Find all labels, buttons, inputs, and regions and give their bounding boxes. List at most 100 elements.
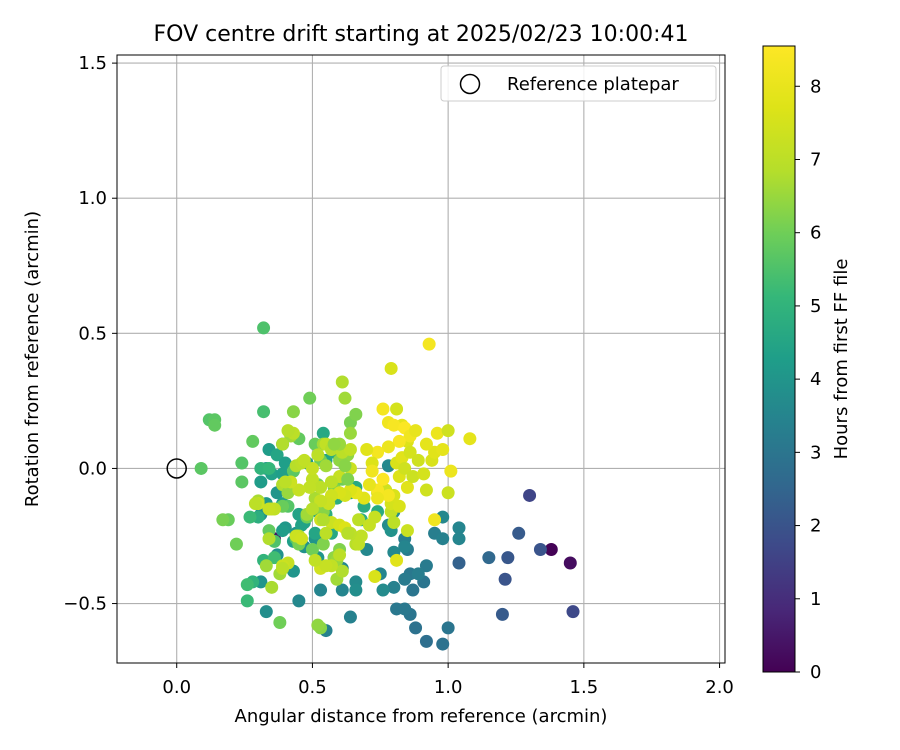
x-axis-label: Angular distance from reference (arcmin) — [235, 706, 608, 727]
scatter-point — [314, 494, 328, 508]
colorbar-tick-label: 2 — [810, 516, 821, 537]
scatter-point — [368, 510, 382, 524]
scatter-point — [314, 480, 328, 494]
x-tick-label: 1.0 — [434, 677, 463, 698]
colorbar-tick-label: 1 — [810, 589, 821, 610]
scatter-point — [512, 526, 526, 540]
scatter-point — [341, 472, 355, 486]
scatter-point — [262, 461, 276, 475]
scatter-point — [392, 499, 406, 513]
scatter-point — [303, 391, 317, 405]
scatter-point — [216, 513, 230, 527]
scatter-point — [498, 572, 512, 586]
scatter-point — [463, 432, 477, 446]
scatter-point — [349, 583, 363, 597]
legend-label: Reference platepar — [507, 74, 679, 95]
scatter-point — [262, 532, 276, 546]
scatter-point — [398, 461, 412, 475]
scatter-point — [419, 483, 433, 497]
x-tick-label: 1.5 — [570, 677, 599, 698]
scatter-point — [343, 443, 357, 457]
scatter-point — [403, 445, 417, 459]
plot-frame — [116, 54, 726, 664]
scatter-points — [194, 321, 580, 651]
scatter-point — [566, 605, 580, 619]
scatter-point — [400, 524, 414, 538]
scatter-point — [501, 551, 515, 565]
colorbar-tick-label: 3 — [810, 442, 821, 463]
scatter-point — [194, 461, 208, 475]
scatter-point — [278, 475, 292, 489]
scatter-point — [406, 583, 420, 597]
scatter-point — [390, 402, 404, 416]
y-tick-label: 0.5 — [78, 323, 107, 344]
scatter-point — [257, 405, 271, 419]
chart-title: FOV centre drift starting at 2025/02/23 … — [154, 22, 689, 47]
scatter-point — [352, 537, 366, 551]
scatter-point — [259, 559, 273, 573]
x-tick-label: 0.5 — [298, 677, 327, 698]
scatter-point — [368, 570, 382, 584]
colorbar-tick-label: 7 — [810, 149, 821, 170]
colorbar-tick-label: 6 — [810, 223, 821, 244]
scatter-point — [436, 532, 450, 546]
colorbar — [762, 45, 796, 673]
scatter-point — [229, 537, 243, 551]
scatter-point — [259, 605, 273, 619]
scatter-point — [409, 621, 423, 635]
scatter-point — [398, 602, 412, 616]
x-tick-label: 2.0 — [705, 677, 734, 698]
scatter-point — [343, 610, 357, 624]
scatter-point — [365, 464, 379, 478]
scatter-point — [335, 375, 349, 389]
scatter-point — [533, 543, 547, 557]
scatter-point — [343, 426, 357, 440]
scatter-point — [400, 480, 414, 494]
scatter-point — [387, 515, 401, 529]
scatter-point — [273, 615, 287, 629]
scatter-point — [292, 483, 306, 497]
scatter-point — [376, 472, 390, 486]
scatter-point — [371, 445, 385, 459]
colorbar-tick-label: 8 — [810, 76, 821, 97]
y-tick-label: 1.0 — [78, 188, 107, 209]
scatter-point — [303, 480, 317, 494]
scatter-point — [235, 475, 249, 489]
scatter-point — [278, 456, 292, 470]
scatter-point — [444, 464, 458, 478]
legend-box — [440, 65, 717, 102]
y-tick-label: −0.5 — [63, 594, 107, 615]
grid — [117, 55, 725, 663]
colorbar-tick-label: 4 — [810, 369, 821, 390]
scatter-point — [381, 488, 395, 502]
scatter-point — [441, 486, 455, 500]
scatter-point — [305, 502, 319, 516]
scatter-point — [338, 459, 352, 473]
scatter-point — [376, 583, 390, 597]
scatter-point — [398, 540, 412, 554]
scatter-point — [316, 513, 330, 527]
scatter-point — [411, 567, 425, 581]
scatter-point — [295, 532, 309, 546]
scatter-point — [319, 526, 333, 540]
colorbar-ticks: 0 1 2 3 4 5 6 7 8 — [795, 76, 821, 683]
scatter-point — [327, 437, 341, 451]
scatter-point — [316, 426, 330, 440]
scatter-point — [544, 543, 558, 557]
scatter-point — [419, 559, 433, 573]
scatter-point — [362, 478, 376, 492]
scatter-point — [441, 621, 455, 635]
scatter-point — [384, 361, 398, 375]
scatter-point — [308, 553, 322, 567]
scatter-point — [316, 537, 330, 551]
scatter-point — [243, 510, 257, 524]
scatter-point — [314, 583, 328, 597]
scatter-point — [406, 470, 420, 484]
scatter-point — [297, 453, 311, 467]
scatter-point — [267, 551, 281, 565]
scatter-point — [387, 580, 401, 594]
scatter-point — [292, 594, 306, 608]
scatter-point — [262, 502, 276, 516]
scatter-point — [452, 521, 466, 535]
